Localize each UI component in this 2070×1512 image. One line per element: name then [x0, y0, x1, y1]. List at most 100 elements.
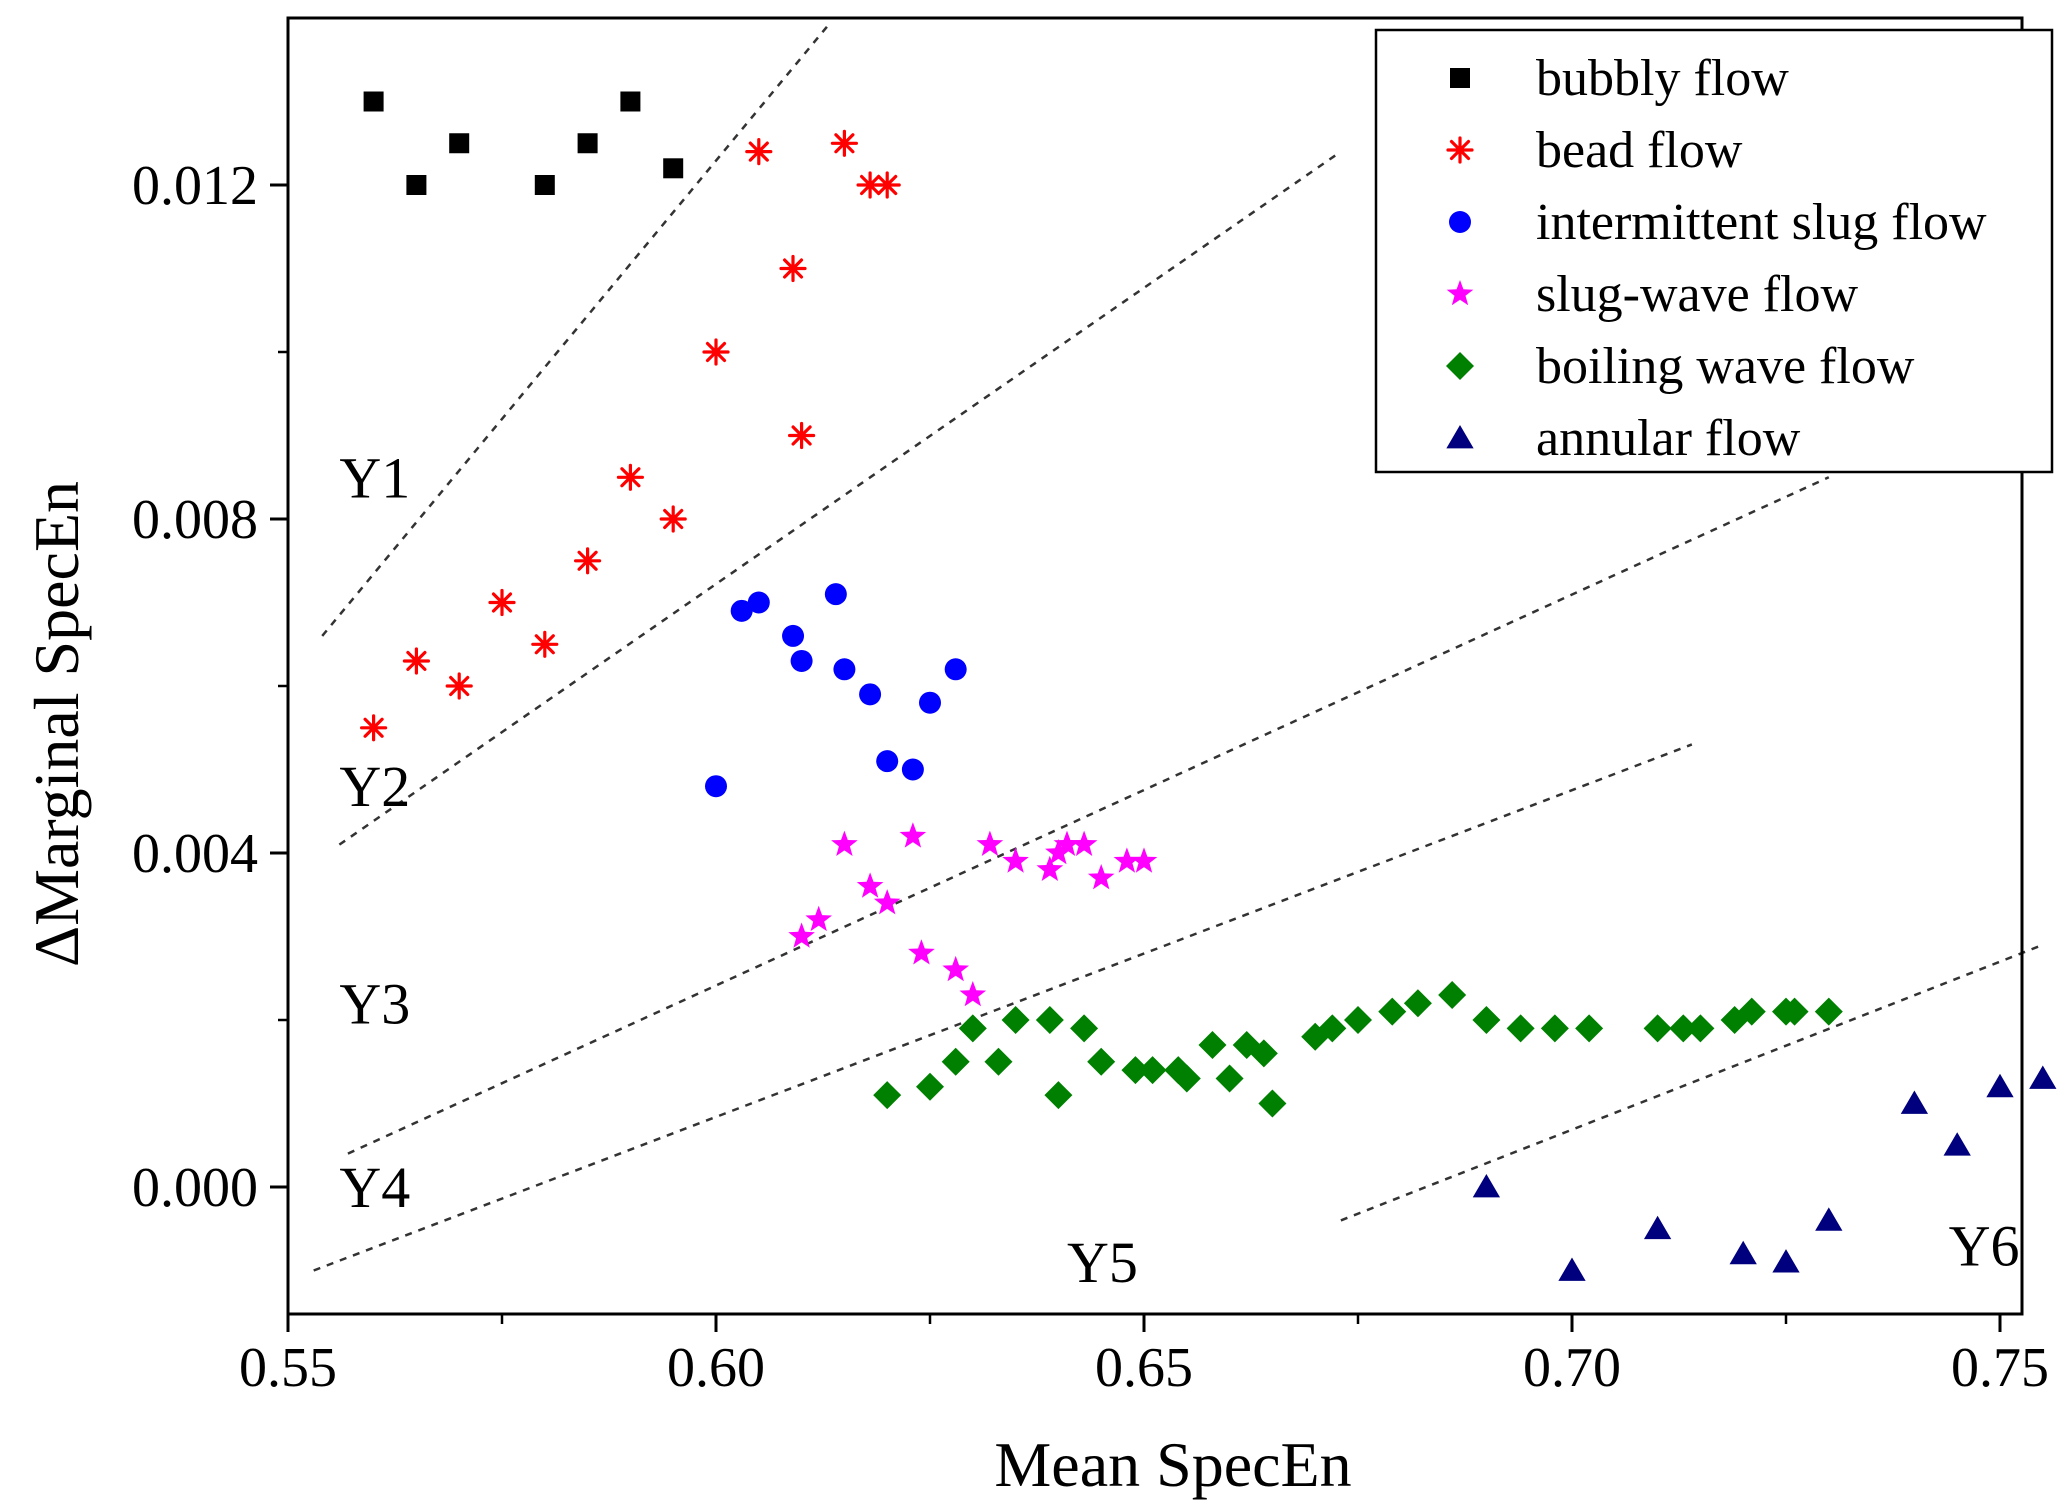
data-point [1045, 839, 1072, 865]
data-point [1558, 1257, 1586, 1281]
data-points [360, 91, 2057, 1281]
legend-box [1374, 28, 2054, 474]
data-point [488, 588, 516, 617]
data-point [919, 691, 941, 714]
legend-label: slug-wave flow [1536, 266, 1858, 323]
series-slug-wave-flow [788, 822, 1158, 1007]
data-point [941, 1047, 970, 1076]
data-point [873, 1081, 902, 1110]
data-point [747, 591, 770, 614]
data-point [574, 547, 602, 575]
y-tick-label: 0.000 [132, 1157, 258, 1219]
y-tick-label: 0.004 [132, 823, 258, 885]
data-point [730, 599, 753, 622]
data-point [1113, 847, 1141, 873]
data-point [1070, 1014, 1099, 1043]
data-point [745, 138, 773, 166]
data-point [1737, 997, 1766, 1026]
data-point [1249, 1039, 1278, 1068]
data-point [901, 758, 924, 781]
data-point [1472, 1174, 1501, 1198]
data-point [1138, 1056, 1167, 1085]
data-point [1070, 830, 1098, 856]
data-point [1001, 1006, 1030, 1034]
boundary-line [321, 25, 829, 637]
data-point [856, 171, 884, 199]
data-point [1686, 1014, 1715, 1043]
legend-label: boiling wave flow [1536, 338, 1915, 395]
data-point [984, 1047, 1013, 1076]
data-point [1815, 1207, 1843, 1231]
boundary-lines [313, 25, 2044, 1272]
data-point [1035, 1006, 1064, 1034]
data-point [1087, 1047, 1116, 1076]
data-point [876, 750, 899, 773]
y-tick-label: 0.008 [132, 489, 258, 551]
data-point [577, 133, 598, 154]
series-bubbly-flow [363, 91, 684, 195]
data-point [1780, 997, 1809, 1026]
legend-label: bubbly flow [1536, 50, 1789, 107]
data-point [1772, 1249, 1800, 1273]
data-point [908, 939, 935, 965]
data-point [1943, 1132, 1971, 1156]
legend-marker [1446, 352, 1474, 380]
region-label: Y6 [1949, 1213, 2020, 1278]
x-tick-label: 0.75 [1951, 1337, 2049, 1399]
legend-label: annular flow [1536, 410, 1801, 467]
data-point [944, 658, 967, 681]
data-point [1643, 1215, 1672, 1240]
x-axis-title: Mean SpecEn [994, 1429, 1351, 1500]
plot-frame [286, 16, 2024, 1316]
series-boiling-wave-flow [873, 980, 1843, 1118]
data-point [1318, 1014, 1347, 1043]
data-point [1215, 1064, 1244, 1093]
data-point [1053, 830, 1081, 856]
legend-marker [1446, 280, 1474, 306]
x-tick-label: 0.60 [667, 1337, 765, 1399]
data-point [1301, 1022, 1330, 1051]
region-label: Y2 [339, 754, 410, 819]
data-point [1814, 997, 1843, 1026]
data-point [1121, 1056, 1150, 1085]
data-point [1438, 980, 1467, 1009]
legend-label: intermittent slug flow [1536, 194, 1987, 251]
data-point [1403, 989, 1432, 1018]
data-point [916, 1072, 944, 1101]
region-label: Y5 [1067, 1230, 1138, 1295]
data-point [1729, 1240, 1757, 1265]
data-point [402, 647, 430, 675]
legend: bubbly flow bead flow intermittent slug fl… [1374, 28, 2054, 474]
region-label: Y1 [339, 445, 410, 510]
data-point [1540, 1014, 1569, 1043]
data-point [1198, 1031, 1227, 1060]
x-tick-label: 0.70 [1523, 1337, 1621, 1399]
data-point [531, 630, 559, 658]
legend-label: bead flow [1536, 122, 1743, 179]
data-point [856, 872, 884, 898]
data-point [779, 254, 807, 283]
data-point [1044, 1081, 1073, 1110]
data-point [1472, 1006, 1501, 1034]
region-label: Y3 [339, 971, 410, 1036]
data-point [831, 830, 858, 856]
data-point [899, 822, 927, 848]
series-intermittent-slug-flow [705, 583, 967, 798]
data-point [2029, 1065, 2057, 1089]
x-tick-label: 0.65 [1095, 1337, 1193, 1399]
data-point [788, 922, 815, 948]
data-point [1986, 1073, 2014, 1098]
x-tick-label: 0.55 [239, 1337, 337, 1399]
data-point [1002, 847, 1029, 873]
y-axis-title: ΔMarginal SpecEn [21, 481, 92, 967]
data-point [824, 583, 847, 606]
legend-marker [1446, 425, 1474, 449]
data-point [859, 683, 882, 706]
data-point [1130, 847, 1158, 873]
data-point [790, 649, 813, 672]
data-point [959, 981, 987, 1007]
y-tick-label: 0.012 [132, 155, 258, 217]
data-point [1506, 1014, 1535, 1043]
data-point [659, 505, 687, 533]
